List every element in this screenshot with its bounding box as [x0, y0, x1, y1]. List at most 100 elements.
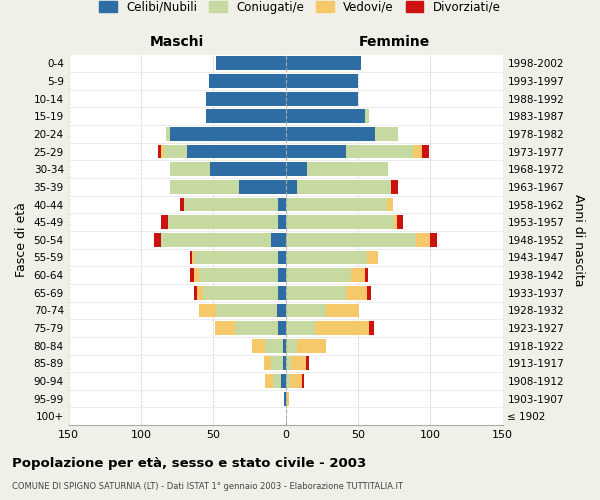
Legend: Celibi/Nubili, Coniugati/e, Vedovi/e, Divorziati/e: Celibi/Nubili, Coniugati/e, Vedovi/e, Di… — [95, 0, 505, 18]
Bar — [209, 74, 286, 88]
Bar — [394, 216, 397, 229]
Bar — [284, 392, 286, 406]
Bar — [272, 374, 281, 388]
Bar — [326, 304, 359, 318]
Bar — [278, 286, 286, 300]
Bar — [286, 198, 387, 211]
Bar — [206, 92, 286, 106]
Bar — [265, 374, 272, 388]
Bar — [286, 144, 346, 158]
Bar — [271, 356, 283, 370]
Bar — [203, 286, 278, 300]
Bar — [286, 180, 297, 194]
Text: Maschi: Maschi — [150, 35, 204, 49]
Bar — [158, 144, 161, 158]
Bar — [278, 321, 286, 335]
Bar — [286, 92, 358, 106]
Bar — [277, 304, 286, 318]
Bar — [430, 233, 437, 246]
Bar — [164, 144, 187, 158]
Bar — [239, 180, 286, 194]
Bar — [283, 356, 286, 370]
Bar — [286, 250, 367, 264]
Bar — [286, 286, 346, 300]
Bar — [278, 198, 286, 211]
Text: Femmine: Femmine — [358, 35, 430, 49]
Y-axis label: Fasce di età: Fasce di età — [15, 202, 28, 278]
Bar — [170, 127, 286, 141]
Bar — [286, 216, 394, 229]
Bar — [286, 56, 361, 70]
Bar — [166, 127, 170, 141]
Bar — [286, 304, 326, 318]
Bar — [197, 286, 203, 300]
Bar — [365, 268, 368, 282]
Bar — [170, 162, 211, 176]
Bar — [307, 162, 388, 176]
Text: Popolazione per età, sesso e stato civile - 2003: Popolazione per età, sesso e stato civil… — [12, 458, 366, 470]
Bar — [184, 198, 278, 211]
Bar — [161, 144, 164, 158]
Bar — [416, 233, 430, 246]
Bar — [391, 180, 398, 194]
Bar — [194, 268, 199, 282]
Bar — [283, 339, 286, 352]
Bar — [271, 233, 286, 246]
Bar — [180, 198, 184, 211]
Bar — [306, 356, 309, 370]
Bar — [286, 321, 314, 335]
Bar — [199, 304, 216, 318]
Bar — [264, 356, 271, 370]
Bar — [161, 216, 169, 229]
Bar — [190, 250, 191, 264]
Text: COMUNE DI SPIGNO SATURNIA (LT) - Dati ISTAT 1° gennaio 2003 - Elaborazione TUTTI: COMUNE DI SPIGNO SATURNIA (LT) - Dati IS… — [12, 482, 403, 491]
Bar — [170, 180, 239, 194]
Bar — [346, 286, 367, 300]
Bar — [297, 180, 391, 194]
Bar — [302, 374, 304, 388]
Bar — [235, 321, 278, 335]
Bar — [375, 127, 398, 141]
Bar — [367, 250, 378, 264]
Bar — [314, 321, 370, 335]
Bar — [350, 268, 365, 282]
Bar — [211, 162, 286, 176]
Bar — [161, 233, 271, 246]
Bar — [370, 321, 374, 335]
Bar — [346, 144, 413, 158]
Bar — [365, 110, 370, 123]
Bar — [286, 268, 350, 282]
Bar — [286, 356, 292, 370]
Bar — [286, 74, 358, 88]
Bar — [169, 216, 278, 229]
Bar — [190, 268, 194, 282]
Bar — [297, 339, 326, 352]
Bar — [253, 339, 265, 352]
Bar — [281, 374, 286, 388]
Bar — [286, 110, 365, 123]
Bar — [206, 110, 286, 123]
Bar — [367, 286, 371, 300]
Bar — [194, 286, 197, 300]
Bar — [286, 392, 289, 406]
Bar — [286, 127, 375, 141]
Bar — [286, 162, 307, 176]
Bar — [199, 268, 278, 282]
Bar — [413, 144, 422, 158]
Bar — [278, 216, 286, 229]
Bar — [422, 144, 429, 158]
Bar — [215, 321, 235, 335]
Bar — [286, 339, 297, 352]
Bar — [278, 250, 286, 264]
Bar — [216, 56, 286, 70]
Bar — [194, 250, 278, 264]
Bar — [191, 250, 194, 264]
Bar — [286, 374, 290, 388]
Bar — [265, 339, 283, 352]
Bar — [216, 304, 277, 318]
Bar — [292, 356, 306, 370]
Bar — [397, 216, 403, 229]
Bar — [387, 198, 392, 211]
Bar — [278, 268, 286, 282]
Bar — [286, 233, 416, 246]
